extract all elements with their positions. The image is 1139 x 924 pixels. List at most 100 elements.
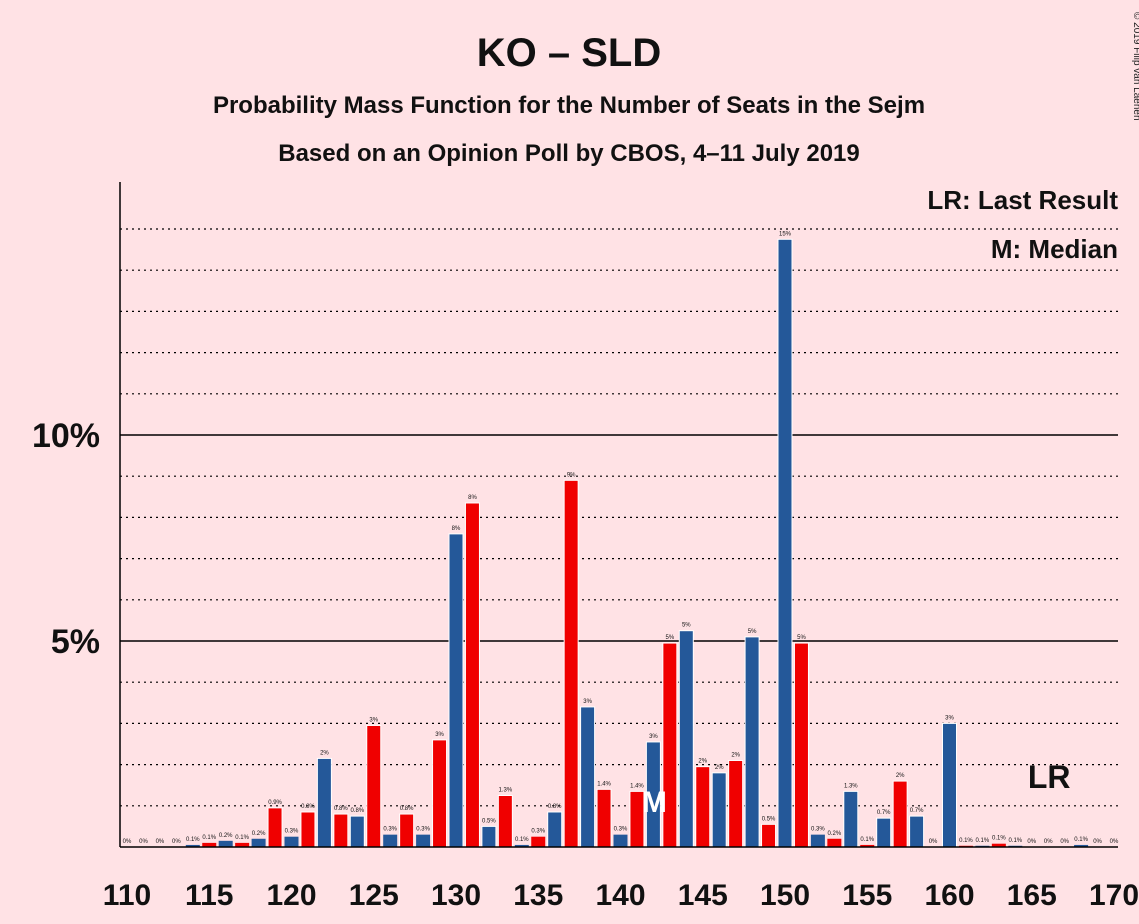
bar-152 [810, 834, 825, 847]
bar-label-145: 2% [698, 759, 707, 765]
x-tick-label: 150 [760, 879, 810, 912]
bar-label-147: 2% [731, 752, 740, 758]
bar-134 [514, 844, 529, 847]
chart-subtitle-2: Based on an Opinion Poll by CBOS, 4–11 J… [278, 140, 860, 167]
x-tick-label: 130 [431, 879, 481, 912]
x-tick-label: 135 [513, 879, 563, 912]
bar-149 [761, 823, 777, 848]
bar-label-144: 5% [682, 623, 691, 629]
x-tick-label: 160 [924, 879, 974, 912]
legend-median: M: Median [991, 234, 1118, 264]
bar-150 [777, 238, 793, 848]
bar-label-131: 8% [468, 495, 477, 501]
bar-144 [678, 630, 694, 848]
bar-154 [843, 790, 859, 848]
bar-label-164: 0.1% [1008, 838, 1022, 844]
bar-label-129: 3% [435, 732, 444, 738]
bar-125 [366, 724, 382, 848]
bar-label-167: 0% [1060, 839, 1069, 845]
bar-157 [892, 780, 908, 848]
bar-136 [547, 811, 563, 848]
legend-last-result: LR: Last Result [927, 185, 1118, 215]
bar-129 [432, 739, 448, 848]
bar-147 [728, 759, 744, 848]
bar-118 [251, 838, 266, 847]
bar-label-151: 5% [797, 635, 806, 641]
bar-label-124: 0.8% [350, 808, 364, 814]
bar-120 [284, 836, 299, 847]
bar-label-141: 1.4% [630, 783, 644, 789]
bar-label-163: 0.1% [992, 836, 1006, 842]
y-tick-label: 5% [51, 623, 100, 661]
bar-145 [695, 766, 711, 848]
bar-148 [744, 636, 760, 848]
bar-label-156: 0.7% [877, 810, 891, 816]
bar-155 [860, 844, 875, 847]
bar-label-150: 15% [779, 231, 792, 237]
bar-series [185, 238, 1089, 848]
bar-137 [563, 479, 579, 848]
bar-label-155: 0.1% [860, 837, 874, 843]
bar-156 [876, 817, 892, 848]
bar-label-148: 5% [748, 629, 757, 635]
bar-label-142: 3% [649, 734, 658, 740]
bar-label-132: 0.5% [482, 818, 496, 824]
bar-label-136: 0.8% [548, 804, 562, 810]
bar-135 [531, 836, 546, 847]
bar-130 [448, 533, 464, 848]
bar-label-170: 0% [1110, 839, 1119, 845]
bar-label-161: 0.1% [959, 838, 973, 844]
bar-label-130: 8% [452, 526, 461, 532]
bar-123 [333, 813, 349, 848]
bar-label-169: 0% [1093, 839, 1102, 845]
bar-label-116: 0.2% [219, 833, 233, 839]
bar-146 [711, 772, 727, 848]
bar-153 [827, 838, 842, 847]
bar-label-120: 0.3% [285, 829, 299, 835]
bar-124 [349, 815, 365, 848]
y-tick-label: 10% [32, 417, 100, 455]
bar-label-154: 1.3% [844, 783, 858, 789]
bar-122 [316, 757, 332, 848]
copyright-text: © 2019 Filip van Laenen [1131, 12, 1139, 121]
bar-138 [580, 706, 596, 848]
bar-119 [267, 807, 283, 848]
bar-label-110: 0% [123, 839, 132, 845]
bar-label-157: 2% [896, 773, 905, 779]
x-tick-label: 155 [842, 879, 892, 912]
x-tick-label: 170 [1089, 879, 1139, 912]
median-marker: M [642, 786, 667, 819]
bar-label-117: 0.1% [235, 835, 249, 841]
x-tick-label: 145 [678, 879, 728, 912]
x-tick-label: 110 [103, 879, 151, 912]
grid-lines [120, 228, 1118, 807]
axes [119, 182, 1118, 848]
bar-label-119: 0.9% [268, 800, 282, 806]
x-tick-label: 115 [185, 879, 233, 912]
bar-132 [481, 825, 497, 848]
bar-label-146: 2% [715, 765, 724, 771]
tick-labels: 110 115 120 125 130 135 140 145 150 155 160 165 170 5… [32, 417, 1139, 912]
bar-label-160: 3% [945, 715, 954, 721]
bar-label-137: 9% [567, 472, 576, 478]
x-tick-label: 120 [266, 879, 316, 912]
bar-label-139: 1.4% [597, 781, 611, 787]
x-tick-label: 125 [349, 879, 399, 912]
bar-label-128: 0.3% [416, 827, 430, 833]
bar-label-113: 0% [172, 839, 181, 845]
bar-label-138: 3% [583, 699, 592, 705]
bar-label-165: 0% [1027, 839, 1036, 845]
bar-160 [942, 722, 957, 848]
bar-168 [1074, 844, 1089, 847]
bar-label-140: 0.3% [614, 827, 628, 833]
x-tick-label: 140 [595, 879, 645, 912]
bar-label-134: 0.1% [515, 837, 529, 843]
bar-label-168: 0.1% [1074, 837, 1088, 843]
bar-121 [300, 811, 316, 848]
bar-127 [399, 813, 415, 848]
bar-label-158: 0.7% [910, 808, 924, 814]
bar-label-133: 1.3% [499, 788, 513, 794]
chart-title: KO – SLD [477, 31, 661, 75]
bar-label-118: 0.2% [252, 831, 266, 837]
bar-115 [202, 842, 217, 847]
